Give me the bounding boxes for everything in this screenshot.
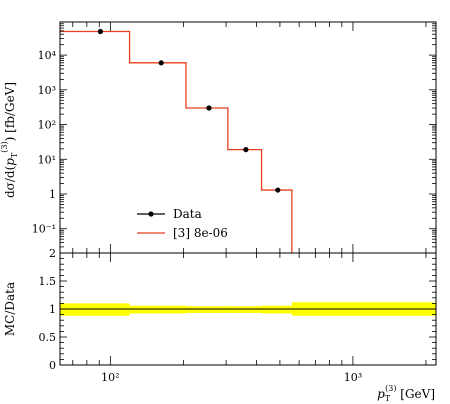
y-tick-label: 10³ <box>38 84 56 97</box>
ratio-ylabel: MC/Data <box>3 282 17 336</box>
y-tick-label: 10⁴ <box>38 49 57 62</box>
y-tick-label: 10² <box>38 119 56 132</box>
main-panel: 10⁻¹ 1 10¹ 10² 10³ 10⁴ Data [3] 8e-06 <box>32 21 437 254</box>
x-tick-label: 10³ <box>344 371 362 384</box>
ratio-band <box>60 303 130 316</box>
ratio-panel: 0 0.5 1 1.5 2 10² 10³ <box>39 247 437 384</box>
ratio-y-tick-label: 1.5 <box>39 275 57 288</box>
ratio-y-tick-label: 2 <box>49 247 56 260</box>
ratio-y-tick-label: 0 <box>49 359 56 372</box>
x-tick-label: 10² <box>101 371 119 384</box>
ratio-band <box>129 305 186 314</box>
legend-data-marker <box>148 211 154 217</box>
x-axis-label: pT(3) [GeV] <box>377 384 435 403</box>
data-point <box>206 105 212 111</box>
y-tick-label: 10⁻¹ <box>32 223 56 236</box>
main-frame <box>59 21 437 254</box>
data-point <box>275 187 281 193</box>
y-tick-label: 10¹ <box>38 153 56 166</box>
data-point <box>243 147 249 153</box>
ratio-band <box>227 306 262 313</box>
ratio-y-tick-label: 0.5 <box>39 331 57 344</box>
ratio-band <box>261 305 292 314</box>
data-point <box>158 60 164 66</box>
main-ylabel: dσ/d(pT(3)) [fb/GeV] <box>0 82 19 198</box>
ratio-band <box>185 306 228 313</box>
y-tick-label: 1 <box>49 188 56 201</box>
ratio-y-tick-label: 1 <box>49 303 56 316</box>
legend-mc-label: [3] 8e-06 <box>173 226 228 240</box>
legend-data-label: Data <box>173 207 202 221</box>
data-point <box>97 28 104 35</box>
mc-histogram <box>60 30 293 253</box>
